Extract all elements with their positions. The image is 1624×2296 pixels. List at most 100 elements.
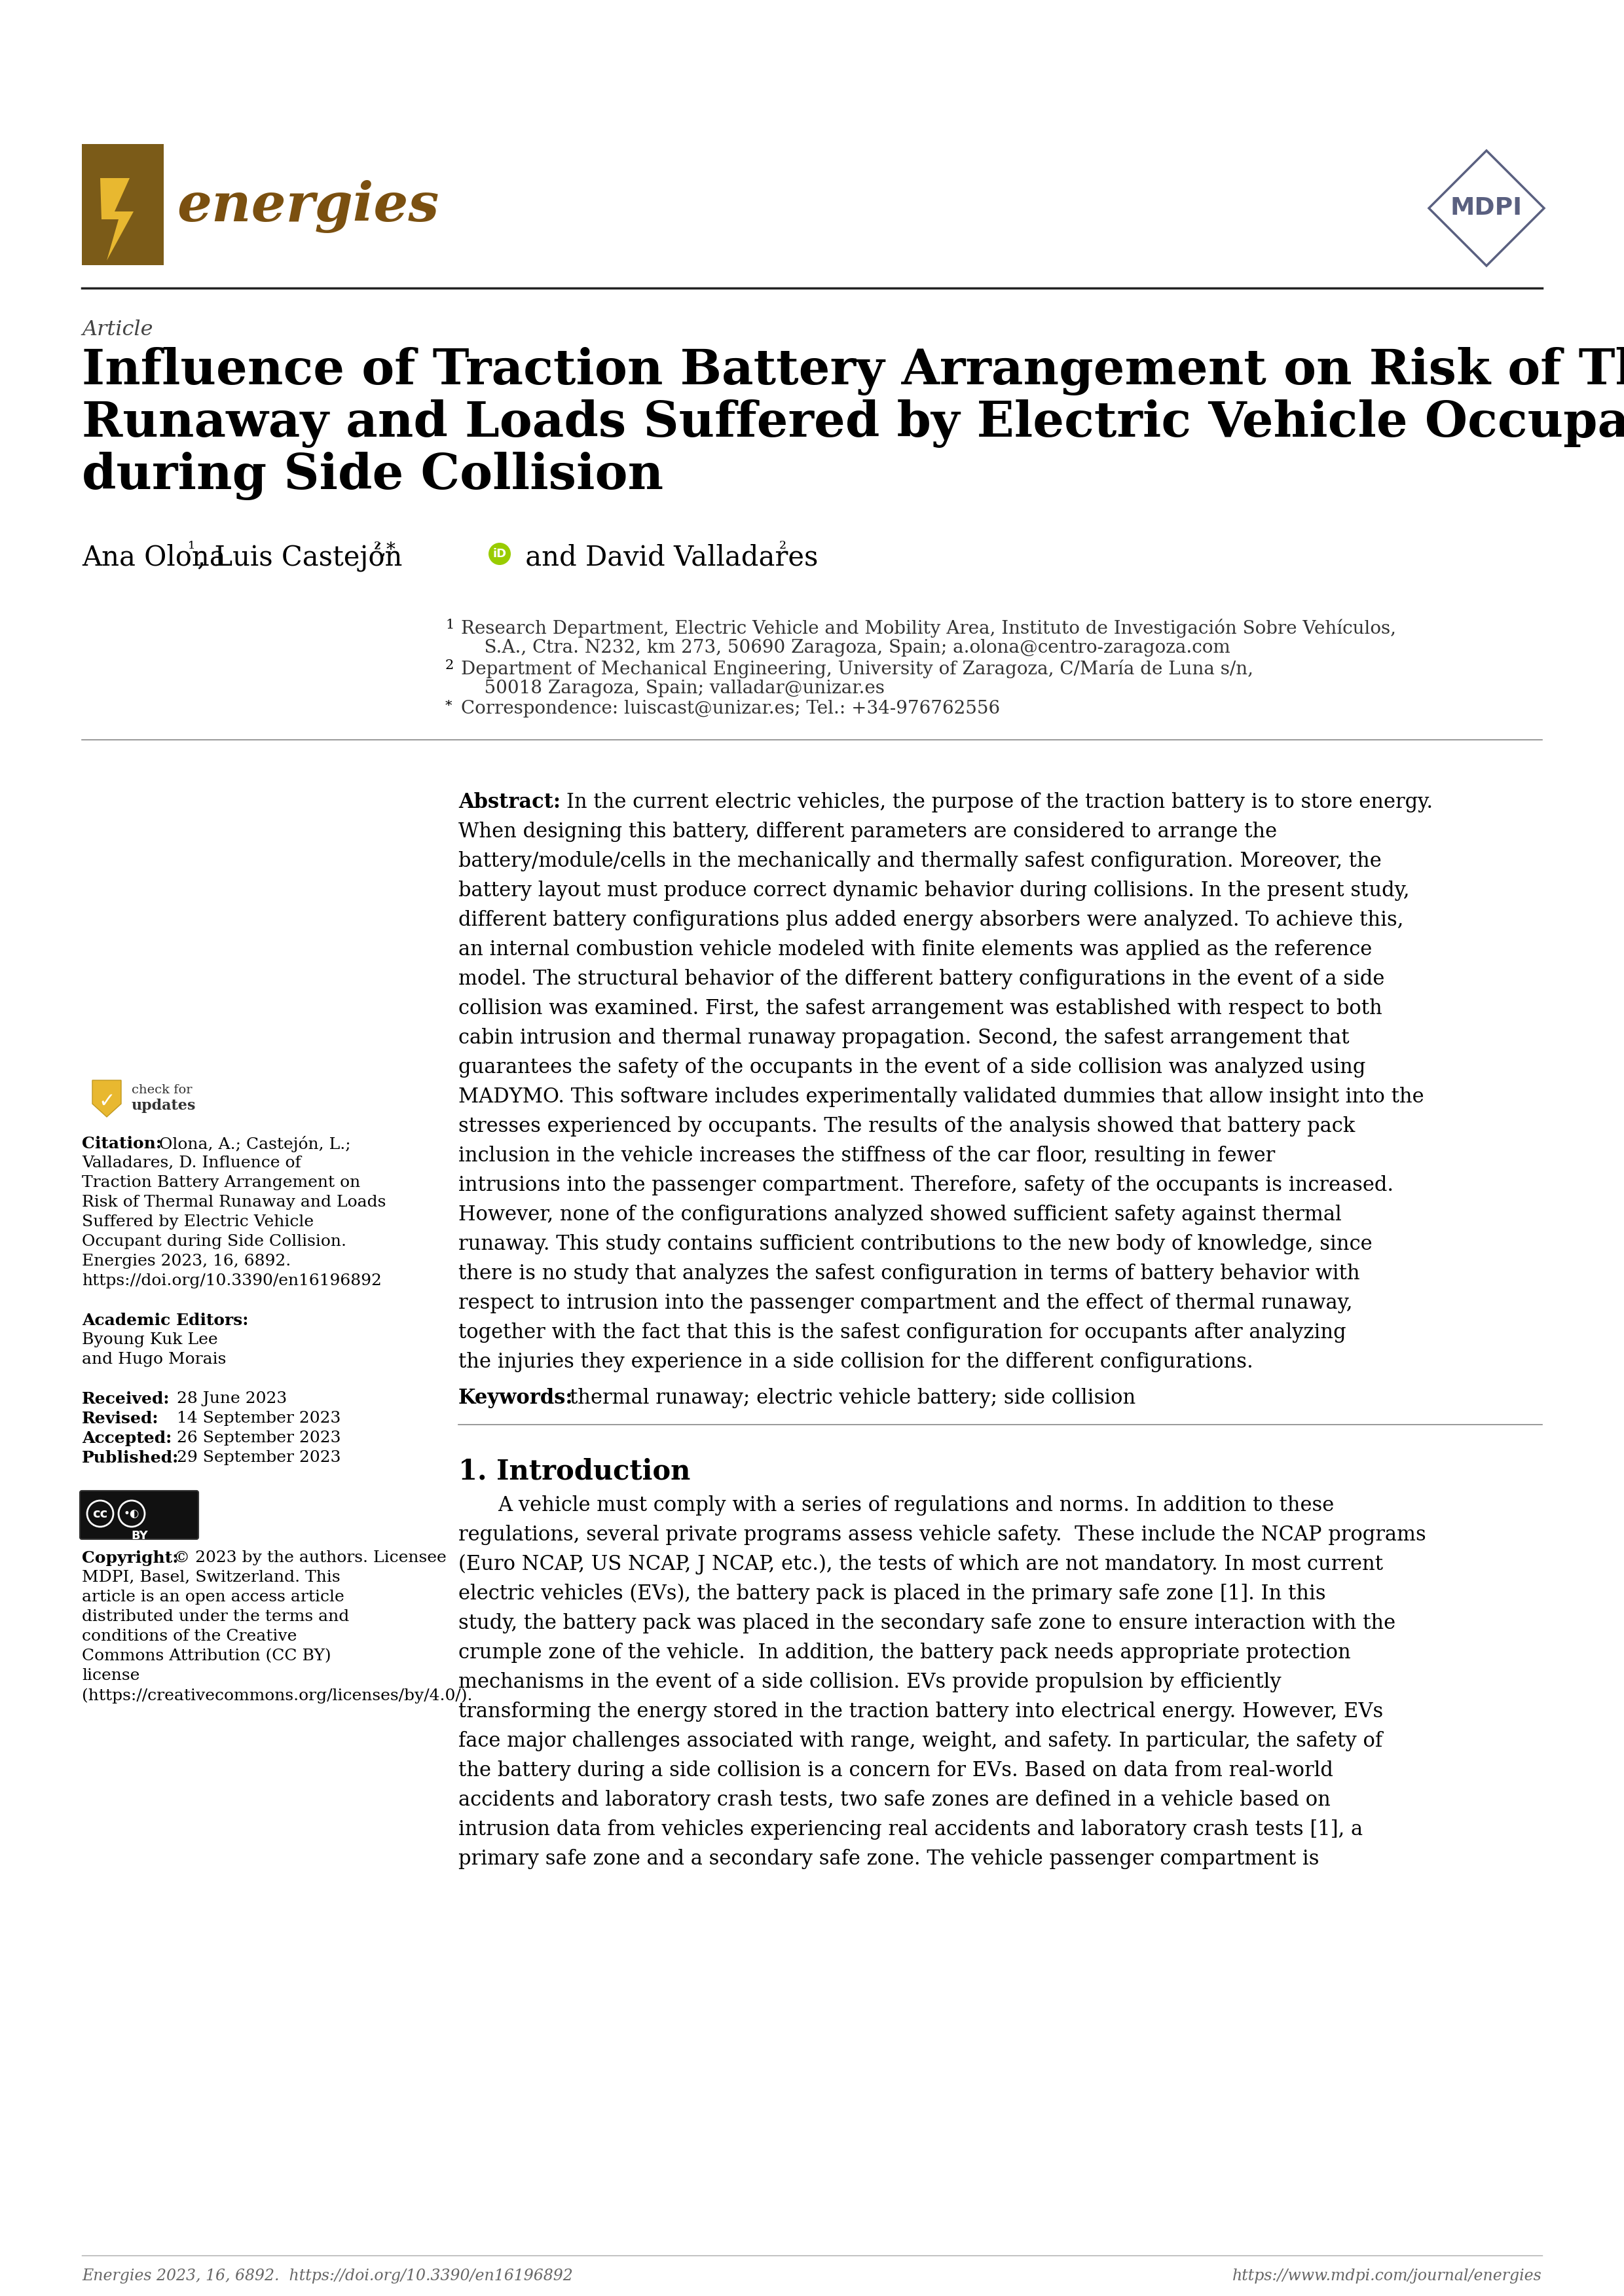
Text: ✓: ✓	[99, 1091, 115, 1111]
Polygon shape	[101, 179, 133, 259]
Text: Energies 2023, 16, 6892.: Energies 2023, 16, 6892.	[81, 1254, 296, 1270]
Text: an internal combustion vehicle modeled with finite elements was applied as the r: an internal combustion vehicle modeled w…	[458, 939, 1372, 960]
Text: respect to intrusion into the passenger compartment and the effect of thermal ru: respect to intrusion into the passenger …	[458, 1293, 1353, 1313]
Text: Received:: Received:	[81, 1391, 171, 1407]
Text: battery/module/cells in the mechanically and thermally safest configuration. Mor: battery/module/cells in the mechanically…	[458, 852, 1382, 872]
Text: Influence of Traction Battery Arrangement on Risk of Thermal: Influence of Traction Battery Arrangemen…	[81, 347, 1624, 395]
Text: https://doi.org/10.3390/en16196892: https://doi.org/10.3390/en16196892	[81, 1274, 382, 1288]
Text: Copyright:: Copyright:	[81, 1550, 179, 1566]
Text: runaway. This study contains sufficient contributions to the new body of knowled: runaway. This study contains sufficient …	[458, 1233, 1372, 1254]
Text: energies: energies	[177, 179, 438, 234]
Text: updates: updates	[132, 1097, 197, 1114]
Text: the battery during a side collision is a concern for EVs. Based on data from rea: the battery during a side collision is a…	[458, 1761, 1333, 1782]
Text: cc: cc	[93, 1508, 107, 1520]
Text: Olona, A.; Castejón, L.;: Olona, A.; Castejón, L.;	[159, 1137, 351, 1153]
Text: there is no study that analyzes the safest configuration in terms of battery beh: there is no study that analyzes the safe…	[458, 1263, 1359, 1283]
Text: A vehicle must comply with a series of regulations and norms. In addition to the: A vehicle must comply with a series of r…	[497, 1495, 1333, 1515]
Text: inclusion in the vehicle increases the stiffness of the car floor, resulting in : inclusion in the vehicle increases the s…	[458, 1146, 1275, 1166]
Text: •◐: •◐	[123, 1508, 140, 1520]
Text: 2: 2	[445, 659, 455, 673]
Text: When designing this battery, different parameters are considered to arrange the: When designing this battery, different p…	[458, 822, 1276, 843]
Text: Article: Article	[81, 319, 153, 340]
Text: S.A., Ctra. N232, km 273, 50690 Zaragoza, Spain; a.olona@centro-zaragoza.com: S.A., Ctra. N232, km 273, 50690 Zaragoza…	[461, 638, 1231, 657]
Text: Traction Battery Arrangement on: Traction Battery Arrangement on	[81, 1176, 361, 1189]
Circle shape	[489, 542, 512, 565]
Text: thermal runaway; electric vehicle battery; side collision: thermal runaway; electric vehicle batter…	[570, 1389, 1135, 1407]
Text: battery layout must produce correct dynamic behavior during collisions. In the p: battery layout must produce correct dyna…	[458, 882, 1410, 900]
Text: Ana Olona: Ana Olona	[81, 544, 226, 572]
Text: 1. Introduction: 1. Introduction	[458, 1458, 690, 1486]
Text: intrusions into the passenger compartment. Therefore, safety of the occupants is: intrusions into the passenger compartmen…	[458, 1176, 1393, 1196]
Text: cabin intrusion and thermal runaway propagation. Second, the safest arrangement : cabin intrusion and thermal runaway prop…	[458, 1029, 1350, 1049]
Text: guarantees the safety of the occupants in the event of a side collision was anal: guarantees the safety of the occupants i…	[458, 1058, 1366, 1077]
FancyBboxPatch shape	[80, 1490, 198, 1538]
Text: 28 June 2023: 28 June 2023	[177, 1391, 287, 1405]
Text: Citation:: Citation:	[81, 1137, 162, 1153]
Text: Revised:: Revised:	[81, 1410, 159, 1426]
Text: Accepted:: Accepted:	[81, 1430, 172, 1446]
Text: MADYMO. This software includes experimentally validated dummies that allow insig: MADYMO. This software includes experimen…	[458, 1086, 1424, 1107]
Text: model. The structural behavior of the different battery configurations in the ev: model. The structural behavior of the di…	[458, 969, 1385, 990]
Text: face major challenges associated with range, weight, and safety. In particular, : face major challenges associated with ra…	[458, 1731, 1382, 1752]
Text: © 2023 by the authors. Licensee: © 2023 by the authors. Licensee	[174, 1550, 447, 1566]
Text: different battery configurations plus added energy absorbers were analyzed. To a: different battery configurations plus ad…	[458, 909, 1403, 930]
Text: transforming the energy stored in the traction battery into electrical energy. H: transforming the energy stored in the tr…	[458, 1701, 1384, 1722]
Text: Risk of Thermal Runaway and Loads: Risk of Thermal Runaway and Loads	[81, 1194, 387, 1210]
Text: Correspondence: luiscast@unizar.es; Tel.: +34-976762556: Correspondence: luiscast@unizar.es; Tel.…	[461, 700, 1000, 719]
Text: collision was examined. First, the safest arrangement was established with respe: collision was examined. First, the safes…	[458, 999, 1382, 1019]
Text: MDPI: MDPI	[1450, 197, 1523, 220]
Text: crumple zone of the vehicle.  In addition, the battery pack needs appropriate pr: crumple zone of the vehicle. In addition…	[458, 1642, 1351, 1662]
Text: Commons Attribution (CC BY): Commons Attribution (CC BY)	[81, 1649, 331, 1665]
Text: article is an open access article: article is an open access article	[81, 1589, 344, 1605]
Text: 1: 1	[445, 618, 455, 631]
Text: study, the battery pack was placed in the secondary safe zone to ensure interact: study, the battery pack was placed in th…	[458, 1614, 1395, 1632]
Text: mechanisms in the event of a side collision. EVs provide propulsion by efficient: mechanisms in the event of a side collis…	[458, 1671, 1281, 1692]
Text: Suffered by Electric Vehicle: Suffered by Electric Vehicle	[81, 1215, 313, 1231]
Text: stresses experienced by occupants. The results of the analysis showed that batte: stresses experienced by occupants. The r…	[458, 1116, 1354, 1137]
Text: the injuries they experience in a side collision for the different configuration: the injuries they experience in a side c…	[458, 1352, 1254, 1373]
Text: ¹: ¹	[188, 542, 195, 558]
Bar	[81, 145, 164, 264]
Text: *: *	[445, 700, 451, 712]
Text: Byoung Kuk Lee: Byoung Kuk Lee	[81, 1332, 218, 1348]
Text: regulations, several private programs assess vehicle safety.  These include the : regulations, several private programs as…	[458, 1525, 1426, 1545]
Text: In the current electric vehicles, the purpose of the traction battery is to stor: In the current electric vehicles, the pu…	[567, 792, 1432, 813]
Polygon shape	[93, 1079, 122, 1116]
Text: electric vehicles (EVs), the battery pack is placed in the primary safe zone [1]: electric vehicles (EVs), the battery pac…	[458, 1584, 1325, 1605]
Text: check for: check for	[132, 1084, 192, 1095]
Text: MDPI, Basel, Switzerland. This: MDPI, Basel, Switzerland. This	[81, 1570, 341, 1584]
Text: and David Valladares: and David Valladares	[516, 544, 818, 572]
Text: 29 September 2023: 29 September 2023	[177, 1451, 341, 1465]
Text: Published:: Published:	[81, 1451, 179, 1465]
Text: Abstract:: Abstract:	[458, 792, 560, 813]
Text: intrusion data from vehicles experiencing real accidents and laboratory crash te: intrusion data from vehicles experiencin…	[458, 1818, 1363, 1839]
Text: , Luis Castejón: , Luis Castejón	[197, 544, 403, 572]
Text: https://www.mdpi.com/journal/energies: https://www.mdpi.com/journal/energies	[1233, 2268, 1543, 2285]
Text: 14 September 2023: 14 September 2023	[177, 1410, 341, 1426]
Text: iD: iD	[492, 549, 507, 560]
Text: Keywords:: Keywords:	[458, 1389, 573, 1407]
Text: Department of Mechanical Engineering, University of Zaragoza, C/María de Luna s/: Department of Mechanical Engineering, Un…	[461, 659, 1254, 677]
Text: Academic Editors:: Academic Editors:	[81, 1313, 248, 1329]
Text: Occupant during Side Collision.: Occupant during Side Collision.	[81, 1233, 346, 1249]
Text: conditions of the Creative: conditions of the Creative	[81, 1628, 297, 1644]
Text: 50018 Zaragoza, Spain; valladar@unizar.es: 50018 Zaragoza, Spain; valladar@unizar.e…	[461, 680, 885, 698]
Text: distributed under the terms and: distributed under the terms and	[81, 1609, 349, 1623]
Text: (https://creativecommons.org/licenses/by/4.0/).: (https://creativecommons.org/licenses/by…	[81, 1688, 473, 1704]
Text: However, none of the configurations analyzed showed sufficient safety against th: However, none of the configurations anal…	[458, 1205, 1341, 1226]
Text: (Euro NCAP, US NCAP, J NCAP, etc.), the tests of which are not mandatory. In mos: (Euro NCAP, US NCAP, J NCAP, etc.), the …	[458, 1554, 1384, 1575]
Text: Research Department, Electric Vehicle and Mobility Area, Instituto de Investigac: Research Department, Electric Vehicle an…	[461, 618, 1397, 638]
Text: ²: ²	[780, 542, 786, 558]
Text: during Side Collision: during Side Collision	[81, 452, 664, 501]
Text: ²,*: ²,*	[374, 542, 396, 558]
Text: 26 September 2023: 26 September 2023	[177, 1430, 341, 1446]
Text: and Hugo Morais: and Hugo Morais	[81, 1352, 226, 1366]
Text: Runaway and Loads Suffered by Electric Vehicle Occupant: Runaway and Loads Suffered by Electric V…	[81, 400, 1624, 448]
Text: license: license	[81, 1669, 140, 1683]
Text: primary safe zone and a secondary safe zone. The vehicle passenger compartment i: primary safe zone and a secondary safe z…	[458, 1848, 1319, 1869]
Text: BY: BY	[132, 1529, 148, 1543]
Text: Valladares, D. Influence of: Valladares, D. Influence of	[81, 1155, 300, 1171]
Text: accidents and laboratory crash tests, two safe zones are defined in a vehicle ba: accidents and laboratory crash tests, tw…	[458, 1791, 1330, 1809]
Text: Energies 2023, 16, 6892.  https://doi.org/10.3390/en16196892: Energies 2023, 16, 6892. https://doi.org…	[81, 2268, 573, 2285]
Text: together with the fact that this is the safest configuration for occupants after: together with the fact that this is the …	[458, 1322, 1346, 1343]
